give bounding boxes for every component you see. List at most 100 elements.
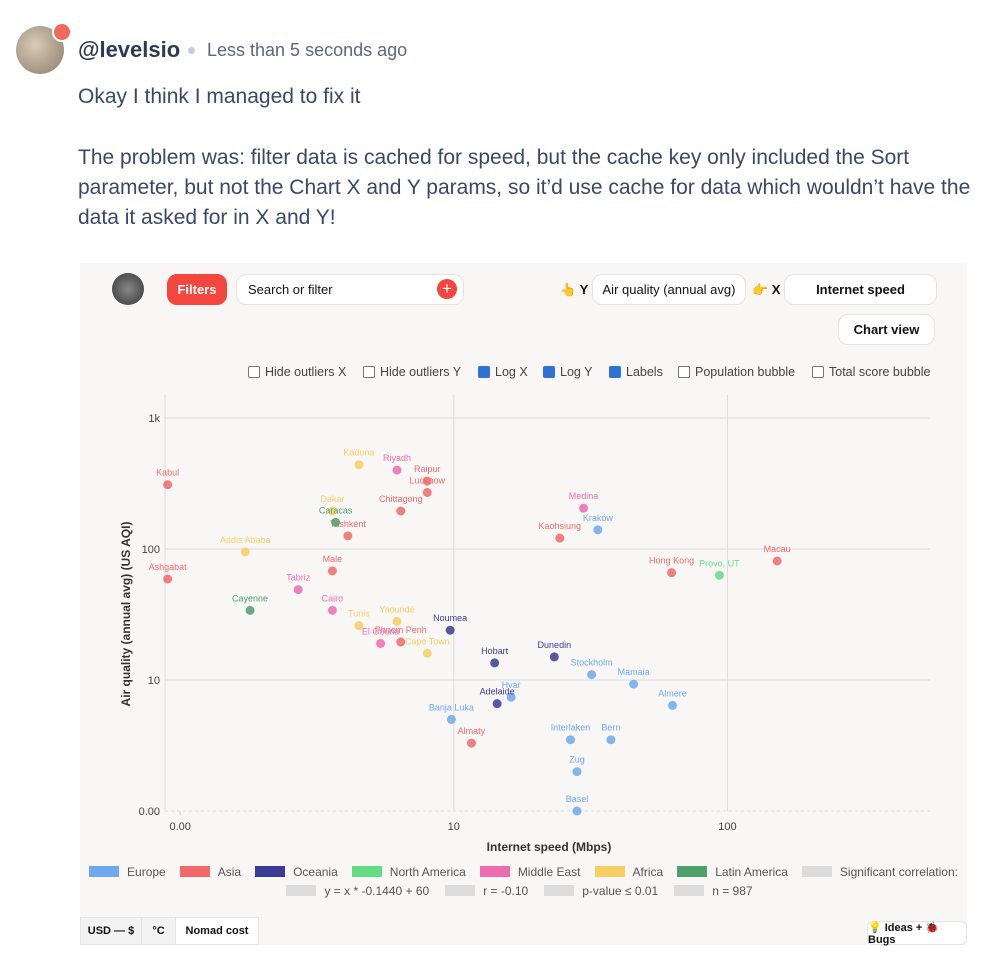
checkbox[interactable] [609, 366, 621, 378]
point [343, 531, 353, 541]
legend-label[interactable]: Oceania [293, 864, 338, 879]
footer-tab[interactable]: USD — $ [80, 917, 142, 945]
legend-label[interactable]: Asia [217, 864, 242, 879]
legend-swatch[interactable] [479, 866, 510, 877]
point-label: Hvar [502, 680, 521, 690]
separator-dot [188, 47, 195, 54]
add-button[interactable]: + [437, 279, 457, 299]
legend-swatch[interactable] [677, 866, 708, 877]
point-label: Adelaide [480, 687, 515, 697]
point [445, 625, 455, 635]
option-label[interactable]: Log X [495, 365, 528, 379]
point [555, 533, 565, 543]
checkbox[interactable] [478, 366, 490, 378]
legend-label[interactable]: Latin America [715, 864, 788, 879]
checkbox[interactable] [543, 366, 555, 378]
stats-n: n = 987 [712, 883, 753, 898]
x-tick-label: 0.00 [169, 821, 190, 833]
x-select[interactable]: Internet speed [784, 274, 937, 305]
chart-view-button[interactable]: Chart view [838, 314, 935, 345]
point [396, 506, 406, 516]
x-axis-title: Internet speed (Mbps) [487, 840, 612, 854]
point-label: Cayenne [232, 593, 268, 603]
option[interactable]: Labels [609, 365, 663, 379]
option-label[interactable]: Total score bubble [829, 365, 931, 379]
checkbox[interactable] [248, 366, 260, 378]
option[interactable]: Log Y [543, 365, 592, 379]
legend-swatch [544, 885, 575, 896]
legend-label[interactable]: North America [389, 864, 466, 879]
stats-p: p-value ≤ 0.01 [582, 883, 659, 898]
point-label: Cairo [322, 593, 344, 603]
legend-swatch[interactable] [179, 866, 210, 877]
legend-swatch[interactable] [255, 866, 286, 877]
point-label: Ashgabat [149, 562, 188, 572]
option[interactable]: Hide outliers X [248, 365, 346, 379]
option[interactable]: Population bubble [678, 365, 795, 379]
paragraph: Okay I think I managed to fix it [78, 85, 361, 108]
point [579, 503, 589, 513]
point [392, 465, 402, 475]
point [392, 616, 402, 626]
filters-button[interactable]: Filters [167, 274, 227, 305]
option-label[interactable]: Population bubble [695, 365, 796, 379]
option[interactable]: Total score bubble [812, 365, 930, 379]
app-avatar[interactable] [112, 273, 144, 305]
footer-tab[interactable]: °C [141, 917, 176, 945]
legend-label[interactable]: Middle East [517, 864, 581, 879]
point-label: Tashkent [330, 519, 367, 529]
legend-swatch[interactable] [89, 866, 120, 877]
point-label: Hong Kong [649, 556, 694, 566]
point [354, 460, 364, 470]
checkbox[interactable] [678, 366, 690, 378]
post-body: Okay I think I managed to fix it The pro… [78, 82, 993, 264]
point-label: Kaduna [343, 448, 374, 458]
checkbox[interactable] [812, 366, 824, 378]
verified-badge [52, 22, 72, 42]
point [331, 517, 341, 527]
username[interactable]: @levelsio [78, 37, 181, 62]
point-label: Chittagong [379, 494, 423, 504]
stats-title: Significant correlation: [839, 864, 958, 879]
y-tick-label: 1k [148, 413, 160, 425]
legend-swatch[interactable] [594, 866, 625, 877]
legend-swatch [445, 885, 476, 896]
point-label: Tunis [348, 609, 370, 619]
point [422, 476, 432, 486]
point-label: Dakar [320, 494, 344, 504]
legend-label[interactable]: Europe [127, 864, 166, 879]
option[interactable]: Log X [478, 365, 528, 379]
point [629, 679, 639, 689]
checkbox[interactable] [363, 366, 375, 378]
point-label: Stockholm [571, 658, 613, 668]
feedback-button[interactable]: 💡 Ideas + 🐞 Bugs [867, 921, 967, 946]
legend-label[interactable]: Africa [632, 864, 664, 879]
x-label: 👉 X [752, 282, 781, 297]
timestamp: Less than 5 seconds ago [207, 40, 408, 60]
point [714, 570, 724, 580]
point [566, 735, 576, 745]
point-label: Riyadh [383, 453, 411, 463]
option[interactable]: Hide outliers Y [363, 365, 461, 379]
stats-r: r = -0.10 [483, 883, 529, 898]
y-select[interactable]: Air quality (annual avg) [592, 274, 746, 305]
point-label: Phnom Penh [375, 625, 427, 635]
search-input[interactable]: Search or filter [236, 274, 464, 305]
x-tick-label: 10 [448, 821, 460, 833]
option-label[interactable]: Hide outliers X [265, 365, 347, 379]
point [422, 648, 432, 658]
footer-tab[interactable]: Nomad cost [175, 917, 259, 945]
option-label[interactable]: Labels [626, 365, 663, 379]
point [572, 806, 582, 816]
point-label: Raipur [414, 464, 441, 474]
point-label: Macau [764, 544, 791, 554]
point [422, 487, 432, 497]
point [549, 652, 559, 662]
point [668, 700, 678, 710]
option-label[interactable]: Hide outliers Y [380, 365, 462, 379]
point-label: Mamaia [618, 667, 650, 677]
point-label: Addis Ababa [220, 535, 271, 545]
legend-swatch[interactable] [351, 866, 382, 877]
point [572, 767, 582, 777]
option-label[interactable]: Log Y [560, 365, 593, 379]
